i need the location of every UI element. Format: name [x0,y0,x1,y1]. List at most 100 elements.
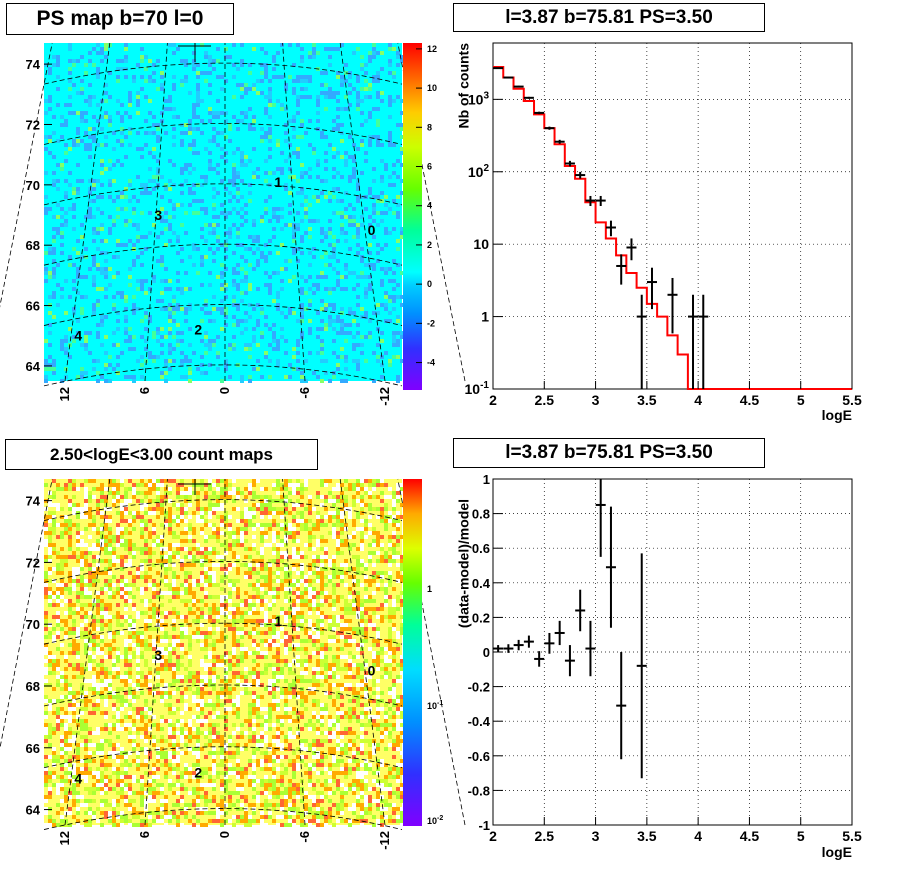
map-cell [104,547,108,551]
map-cell [228,535,232,539]
map-cell [68,611,72,615]
map-cell [212,215,216,219]
map-cell [160,523,164,527]
map-cell [48,511,52,515]
map-cell [60,295,64,299]
map-cell [160,579,164,583]
map-cell [248,507,252,511]
map-cell [88,567,92,571]
map-cell [312,639,316,643]
map-cell [344,611,348,615]
map-cell [328,303,332,307]
map-cell [96,487,100,491]
map-cell [156,595,160,599]
map-cell [364,635,368,639]
map-cell [168,351,172,355]
map-cell [340,683,344,687]
y-tick-label: 68 [26,238,40,253]
map-cell [180,547,184,551]
map-cell [76,111,80,115]
map-cell [320,615,324,619]
map-cell [156,615,160,619]
map-cell [224,519,228,523]
map-cell [364,535,368,539]
map-cell [344,499,348,503]
map-cell [200,71,204,75]
map-cell [208,683,212,687]
map-cell [328,47,332,51]
map-cell [372,51,376,55]
map-cell [280,335,284,339]
map-cell [216,639,220,643]
map-cell [356,631,360,635]
map-cell [348,635,352,639]
map-cell [356,479,360,483]
map-cell [316,663,320,667]
map-cell [112,547,116,551]
map-cell [340,175,344,179]
map-cell [328,667,332,671]
map-cell [112,223,116,227]
map-cell [88,59,92,63]
map-cell [48,535,52,539]
map-cell [108,283,112,287]
map-cell [140,515,144,519]
map-cell [168,331,172,335]
map-cell [220,663,224,667]
map-cell [288,491,292,495]
map-cell [88,639,92,643]
map-cell [268,79,272,83]
map-cell [56,571,60,575]
map-cell [96,611,100,615]
map-cell [336,315,340,319]
map-cell [316,491,320,495]
map-cell [264,355,268,359]
map-cell [292,635,296,639]
map-cell [252,587,256,591]
map-cell [236,187,240,191]
map-cell [212,527,216,531]
map-cell [48,635,52,639]
map-cell [304,507,308,511]
map-cell [264,543,268,547]
map-cell [184,163,188,167]
map-cell [340,499,344,503]
map-cell [92,679,96,683]
map-cell [96,651,100,655]
map-cell [264,159,268,163]
map-cell [192,631,196,635]
map-cell [204,343,208,347]
map-cell [228,659,232,663]
map-cell [232,207,236,211]
map-cell [216,115,220,119]
map-cell [368,687,372,691]
map-top-x-ticks: 12 6 0 -6 -12 [57,387,392,406]
map-cell [136,511,140,515]
map-cell [232,195,236,199]
map-cell [180,307,184,311]
map-cell [328,695,332,699]
map-cell [152,123,156,127]
map-cell [364,275,368,279]
map-cell [380,211,384,215]
map-cell [400,331,404,335]
map-cell [328,227,332,231]
map-cell [244,527,248,531]
map-cell [172,43,176,47]
map-cell [336,519,340,523]
map-cell [72,555,76,559]
map-cell [172,683,176,687]
map-cell [132,695,136,699]
map-cell [80,615,84,619]
map-cell [132,631,136,635]
map-cell [128,619,132,623]
map-cell [124,619,128,623]
map-cell [232,539,236,543]
map-cell [376,259,380,263]
map-cell [96,43,100,47]
map-cell [216,335,220,339]
map-cell [112,659,116,663]
map-cell [264,323,268,327]
map-cell [320,519,324,523]
map-cell [144,143,148,147]
